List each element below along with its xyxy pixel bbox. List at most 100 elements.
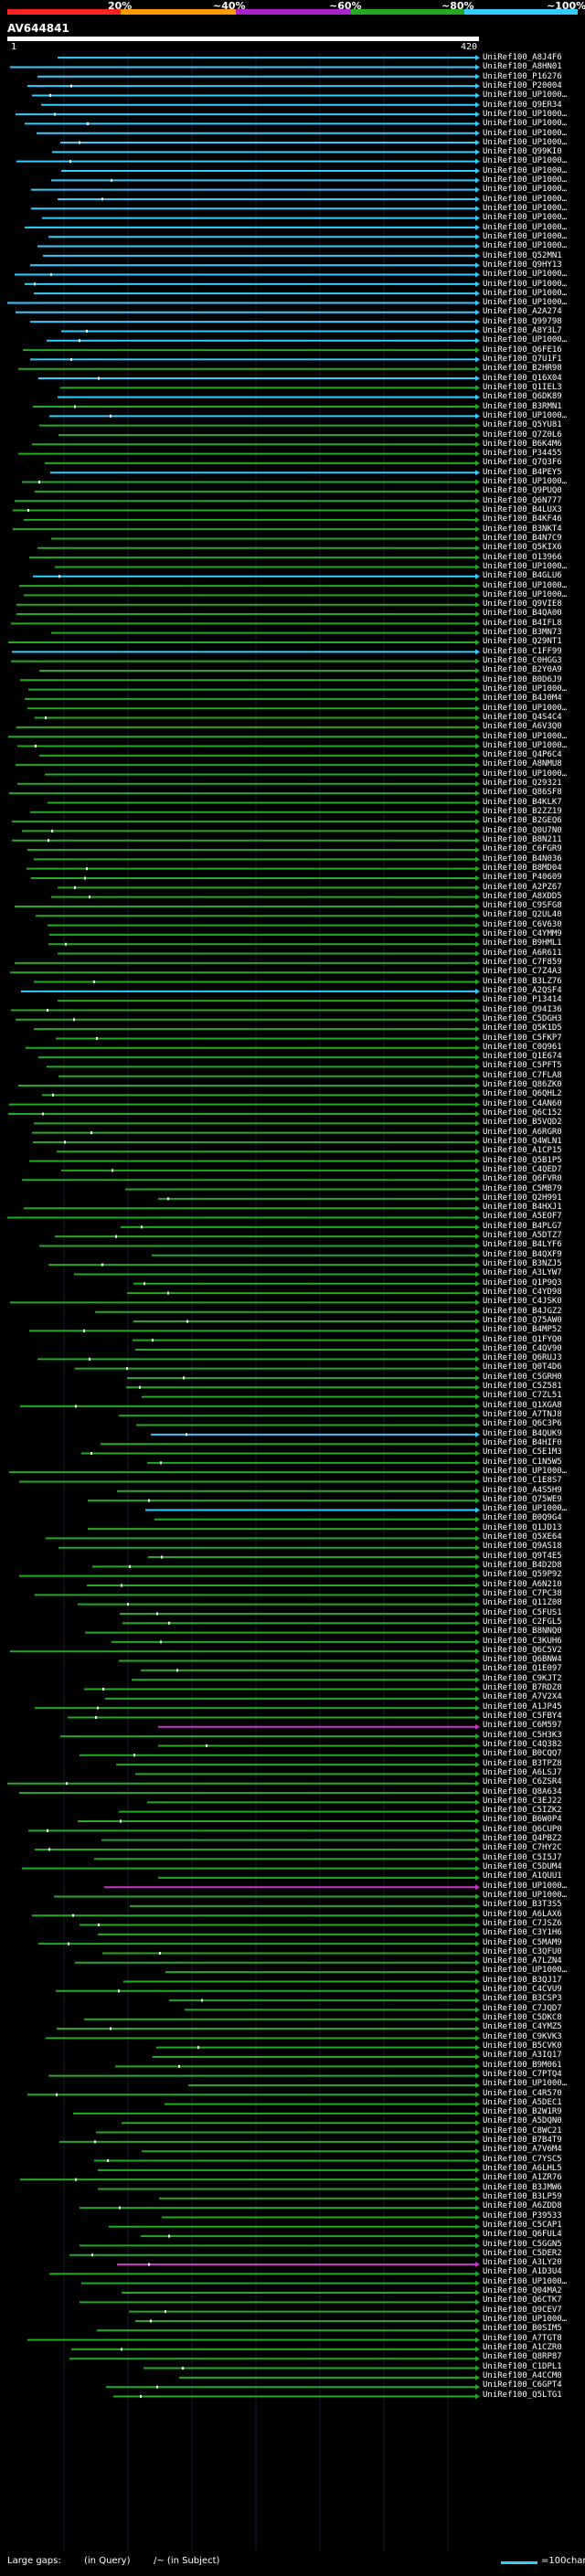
- hit-link[interactable]: UniRef100_A2QSF4: [483, 985, 562, 995]
- hit-link[interactable]: UniRef100_UP1000…: [483, 175, 568, 186]
- hit-link[interactable]: UniRef100_UP1000…: [483, 410, 568, 420]
- hit-link[interactable]: UniRef100_Q6FVR0: [483, 1174, 562, 1184]
- hit-link[interactable]: UniRef100_UP1000…: [483, 561, 568, 571]
- hit-link[interactable]: UniRef100_A4CCM0: [483, 2370, 562, 2380]
- hit-link[interactable]: UniRef100_B4PEY5: [483, 467, 562, 477]
- hit-link[interactable]: UniRef100_B3LP59: [483, 2191, 562, 2201]
- hit-link[interactable]: UniRef100_UP1000…: [483, 270, 568, 280]
- hit-link[interactable]: UniRef100_UP1000…: [483, 1881, 568, 1891]
- hit-link[interactable]: UniRef100_B0SIM5: [483, 2324, 562, 2334]
- hit-link[interactable]: UniRef100_Q6C152: [483, 1108, 562, 1118]
- hit-link[interactable]: UniRef100_Q86SF8: [483, 788, 562, 798]
- hit-link[interactable]: UniRef100_Q2UL40: [483, 910, 562, 920]
- hit-link[interactable]: UniRef100_A7V6M4: [483, 2145, 562, 2155]
- hit-link[interactable]: UniRef100_Q1E097: [483, 1664, 562, 1674]
- hit-link[interactable]: UniRef100_UP1000…: [483, 231, 568, 241]
- hit-link[interactable]: UniRef100_C2FGL5: [483, 1617, 562, 1627]
- hit-link[interactable]: UniRef100_A8HN01: [483, 62, 562, 72]
- hit-link[interactable]: UniRef100_Q1E674: [483, 1052, 562, 1062]
- hit-link[interactable]: UniRef100_B0D6J9: [483, 674, 562, 684]
- hit-link[interactable]: UniRef100_B4IFL8: [483, 618, 562, 628]
- hit-link[interactable]: UniRef100_B8N211: [483, 834, 562, 844]
- hit-link[interactable]: UniRef100_C3Y1H6: [483, 1928, 562, 1938]
- hit-link[interactable]: UniRef100_P39533: [483, 2210, 562, 2221]
- hit-link[interactable]: UniRef100_P34455: [483, 449, 562, 459]
- hit-link[interactable]: UniRef100_Q9CEV7: [483, 2305, 562, 2315]
- hit-link[interactable]: UniRef100_Q8A634: [483, 1786, 562, 1797]
- hit-link[interactable]: UniRef100_Q6C3P6: [483, 1419, 562, 1429]
- hit-link[interactable]: UniRef100_C4AN60: [483, 1098, 562, 1108]
- hit-link[interactable]: UniRef100_C1FF99: [483, 646, 562, 656]
- hit-link[interactable]: UniRef100_B5VQD2: [483, 1118, 562, 1128]
- hit-link[interactable]: UniRef100_A1CP15: [483, 1146, 562, 1156]
- hit-link[interactable]: UniRef100_C7HY2C: [483, 1843, 562, 1853]
- hit-link[interactable]: UniRef100_C5DGH3: [483, 1013, 562, 1023]
- hit-link[interactable]: UniRef100_Q6N777: [483, 495, 562, 505]
- hit-link[interactable]: UniRef100_C4R570: [483, 2088, 562, 2098]
- hit-link[interactable]: UniRef100_P16276: [483, 71, 562, 81]
- hit-link[interactable]: UniRef100_C1N5W5: [483, 1457, 562, 1467]
- hit-link[interactable]: UniRef100_B3TPZ8: [483, 1758, 562, 1768]
- hit-link[interactable]: UniRef100_Q1IEL3: [483, 382, 562, 392]
- hit-link[interactable]: UniRef100_UP1000…: [483, 137, 568, 147]
- hit-link[interactable]: UniRef100_B3RMN1: [483, 401, 562, 411]
- hit-link[interactable]: UniRef100_B3T3S5: [483, 1900, 562, 1910]
- hit-link[interactable]: UniRef100_B7B4T9: [483, 2136, 562, 2146]
- hit-link[interactable]: UniRef100_C6M597: [483, 1721, 562, 1731]
- hit-link[interactable]: UniRef100_UP1000…: [483, 589, 568, 599]
- hit-link[interactable]: UniRef100_Q1FYQ0: [483, 1334, 562, 1344]
- hit-link[interactable]: UniRef100_A1JP45: [483, 1701, 562, 1712]
- hit-link[interactable]: UniRef100_A1QUU1: [483, 1871, 562, 1882]
- hit-link[interactable]: UniRef100_C5H3K3: [483, 1730, 562, 1740]
- hit-link[interactable]: UniRef100_B0Q9G4: [483, 1513, 562, 1523]
- hit-link[interactable]: UniRef100_Q29321: [483, 779, 562, 789]
- hit-link[interactable]: UniRef100_UP1000…: [483, 1966, 568, 1976]
- hit-link[interactable]: UniRef100_UP1000…: [483, 740, 568, 750]
- hit-link[interactable]: UniRef100_Q9AS18: [483, 1542, 562, 1552]
- hit-link[interactable]: UniRef100_B9M061: [483, 2060, 562, 2070]
- hit-link[interactable]: UniRef100_Q2H991: [483, 1193, 562, 1203]
- hit-link[interactable]: UniRef100_Q8RP87: [483, 2352, 562, 2362]
- hit-link[interactable]: UniRef100_A3LYW7: [483, 1268, 562, 1278]
- hit-link[interactable]: UniRef100_B4HXJ1: [483, 1203, 562, 1213]
- hit-link[interactable]: UniRef100_Q9ER34: [483, 100, 562, 110]
- hit-link[interactable]: UniRef100_B6K4M6: [483, 439, 562, 449]
- hit-link[interactable]: UniRef100_C0HGG3: [483, 656, 562, 665]
- hit-link[interactable]: UniRef100_B4D2D8: [483, 1561, 562, 1570]
- hit-link[interactable]: UniRef100_A5DQN0: [483, 2116, 562, 2126]
- hit-link[interactable]: UniRef100_C6ZSR4: [483, 1777, 562, 1787]
- hit-link[interactable]: UniRef100_UP1000…: [483, 769, 568, 779]
- hit-link[interactable]: UniRef100_UP1000…: [483, 2079, 568, 2089]
- hit-link[interactable]: UniRef100_B4KLK7: [483, 797, 562, 807]
- hit-link[interactable]: UniRef100_Q6C5V2: [483, 1645, 562, 1655]
- hit-link[interactable]: UniRef100_P20004: [483, 80, 562, 90]
- hit-link[interactable]: UniRef100_C5GRH0: [483, 1372, 562, 1382]
- hit-link[interactable]: UniRef100_P13414: [483, 995, 562, 1005]
- hit-link[interactable]: UniRef100_Q9T4E5: [483, 1551, 562, 1561]
- hit-link[interactable]: UniRef100_A8NMU8: [483, 759, 562, 769]
- hit-link[interactable]: UniRef100_C4Q382: [483, 1739, 562, 1749]
- hit-link[interactable]: UniRef100_C6GPT4: [483, 2380, 562, 2390]
- hit-link[interactable]: UniRef100_C7Z4A3: [483, 967, 562, 977]
- hit-link[interactable]: UniRef100_B4LYF6: [483, 1240, 562, 1250]
- hit-link[interactable]: UniRef100_Q99798: [483, 316, 562, 326]
- hit-link[interactable]: UniRef100_UP1000…: [483, 213, 568, 223]
- hit-link[interactable]: UniRef100_O13966: [483, 552, 562, 562]
- hit-link[interactable]: UniRef100_Q6QHL2: [483, 1089, 562, 1099]
- hit-link[interactable]: UniRef100_C5Z581: [483, 1382, 562, 1392]
- hit-link[interactable]: UniRef100_UP1000…: [483, 477, 568, 487]
- hit-link[interactable]: UniRef100_Q4S4C4: [483, 712, 562, 722]
- hit-link[interactable]: UniRef100_A6LHL5: [483, 2164, 562, 2173]
- hit-link[interactable]: UniRef100_B3LZ76: [483, 976, 562, 986]
- hit-link[interactable]: UniRef100_UP1000…: [483, 580, 568, 590]
- hit-link[interactable]: UniRef100_Q86ZK0: [483, 1080, 562, 1090]
- hit-link[interactable]: UniRef100_A8XDD5: [483, 891, 562, 901]
- hit-link[interactable]: UniRef100_B3CSP3: [483, 1994, 562, 2004]
- hit-link[interactable]: UniRef100_B4J0M4: [483, 694, 562, 704]
- hit-link[interactable]: UniRef100_B6W0P4: [483, 1815, 562, 1825]
- hit-link[interactable]: UniRef100_Q6FUL4: [483, 2230, 562, 2240]
- hit-link[interactable]: UniRef100_C4YMZ5: [483, 2022, 562, 2032]
- hit-link[interactable]: UniRef100_Q75WE9: [483, 1494, 562, 1504]
- hit-link[interactable]: UniRef100_UP1000…: [483, 90, 568, 101]
- hit-link[interactable]: UniRef100_P40609: [483, 873, 562, 883]
